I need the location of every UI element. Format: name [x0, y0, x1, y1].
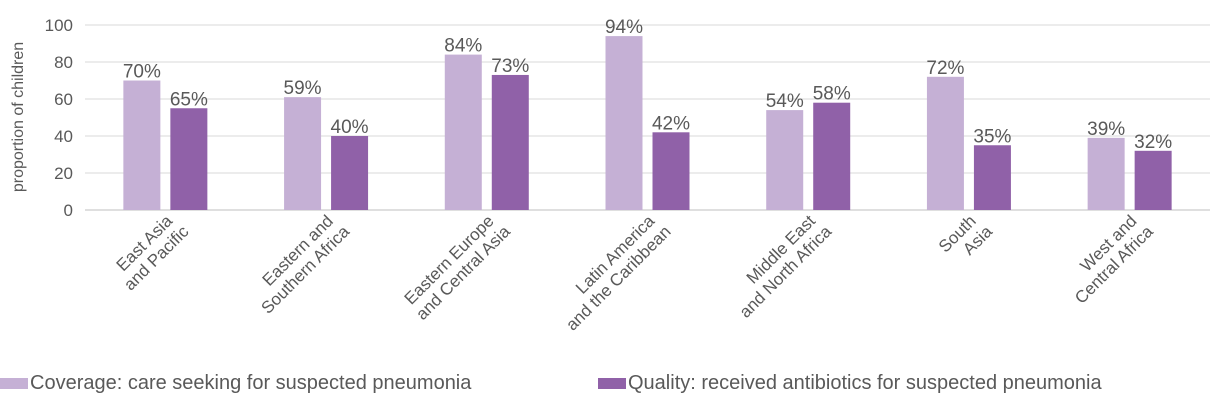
bar-coverage: [123, 80, 161, 210]
bar-coverage: [926, 76, 964, 210]
data-label: 54%: [766, 91, 804, 112]
bar-coverage: [1087, 137, 1125, 210]
bar-coverage: [284, 97, 322, 210]
bar-quality: [491, 74, 529, 210]
data-label: 73%: [491, 56, 529, 77]
bars: [123, 36, 1172, 210]
x-category-label: East Asiaand Pacific: [107, 208, 193, 294]
data-label: 58%: [813, 84, 851, 105]
data-labels: 70% 65% 59% 40% 84% 73% 94% 42% 54% 58% 72% 35% 39% 3…: [123, 17, 1172, 153]
bar-quality: [1134, 150, 1172, 210]
x-category-label: West andCentral Africa: [1058, 208, 1157, 307]
data-label: 84%: [444, 36, 482, 57]
bar-quality: [813, 102, 851, 210]
y-tick-label: 100: [45, 16, 73, 35]
legend-label-quality: Quality: received antibiotics for suspec…: [628, 372, 1102, 394]
data-label: 70%: [123, 62, 161, 83]
legend-swatch-coverage: [0, 378, 28, 389]
bar-chart: 0 20 40 60 80 100 proportion of children 70% 6…: [10, 16, 1210, 335]
data-label: 42%: [652, 113, 690, 134]
bar-coverage: [605, 36, 643, 210]
bar-quality: [973, 145, 1011, 210]
bar-quality: [652, 132, 690, 210]
bar-quality: [331, 136, 369, 210]
data-label: 59%: [284, 78, 322, 99]
bar-quality: [170, 108, 208, 210]
y-axis-ticks: 0 20 40 60 80 100: [45, 16, 73, 220]
x-category-label: Latin Americaand the Caribbean: [549, 209, 675, 335]
data-label: 94%: [605, 17, 643, 38]
y-tick-label: 0: [64, 201, 73, 220]
data-label: 35%: [973, 126, 1011, 147]
data-label: 65%: [170, 89, 208, 110]
y-tick-label: 40: [54, 127, 73, 146]
y-axis-label: proportion of children: [10, 42, 27, 192]
data-label: 40%: [331, 117, 369, 138]
bar-coverage: [444, 54, 482, 210]
bar-coverage: [766, 110, 804, 210]
legend-swatch-quality: [598, 378, 626, 389]
x-category-label: Eastern Europeand Central Asia: [399, 208, 514, 323]
legend-item-quality: Quality: received antibiotics for suspec…: [598, 372, 1102, 395]
legend-label-coverage: Coverage: care seeking for suspected pne…: [30, 372, 472, 394]
legend: Coverage: care seeking for suspected pne…: [0, 372, 1211, 402]
y-tick-label: 20: [54, 164, 73, 183]
legend-item-coverage: Coverage: care seeking for suspected pne…: [0, 372, 471, 395]
data-label: 32%: [1134, 132, 1172, 153]
data-label: 72%: [926, 58, 964, 79]
x-axis-categories: East Asiaand Pacific Eastern andSouthern …: [107, 208, 1157, 335]
y-tick-label: 60: [54, 90, 73, 109]
x-category-label: Middle Eastand North Africa: [722, 208, 835, 321]
y-tick-label: 80: [54, 53, 73, 72]
x-category-label: SouthAsia: [935, 208, 997, 270]
x-category-label: Eastern andSouthern Africa: [244, 208, 353, 317]
data-label: 39%: [1087, 119, 1125, 140]
gridlines: [85, 24, 1210, 211]
